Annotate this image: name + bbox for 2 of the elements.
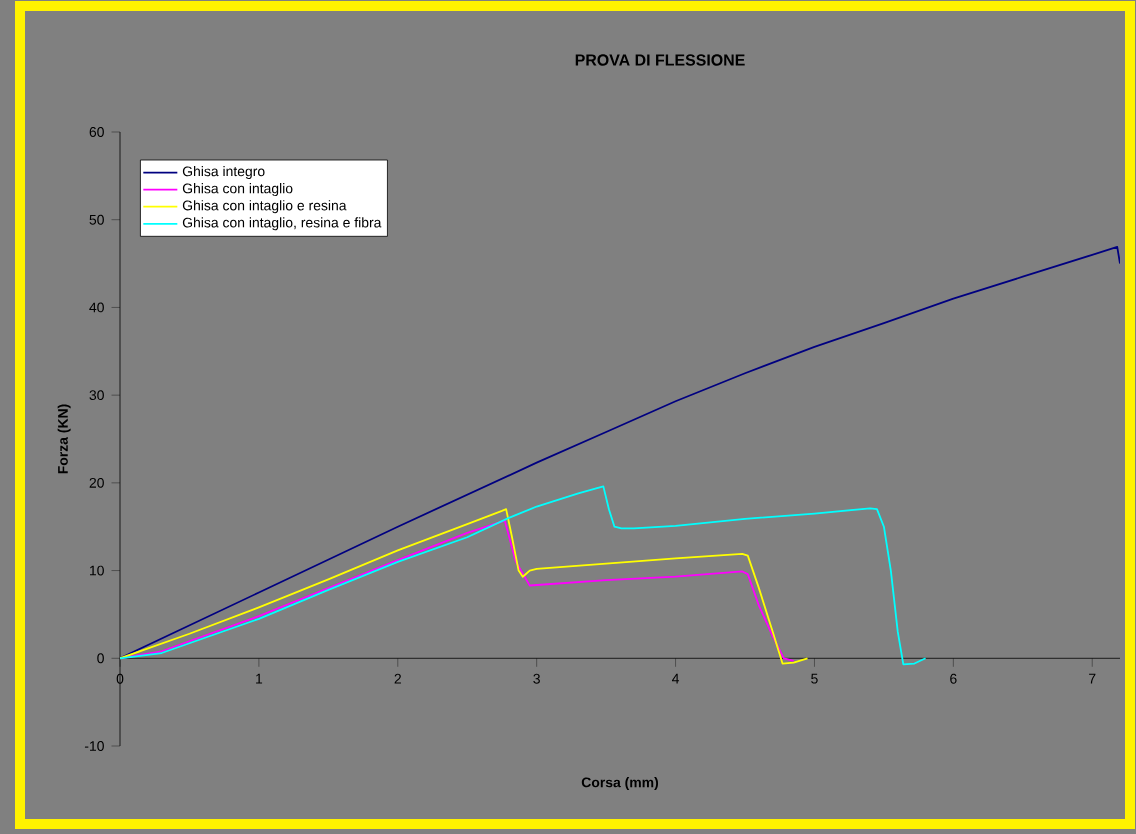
line-series	[120, 246, 1120, 660]
line-series	[120, 485, 927, 666]
